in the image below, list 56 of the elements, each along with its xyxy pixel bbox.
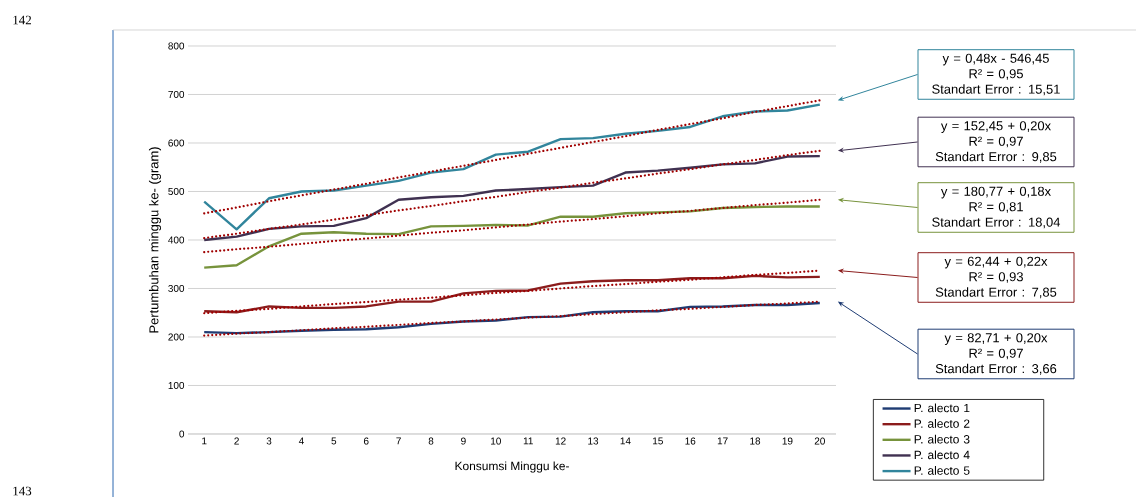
text: y = 62,44 + 0,22x — [944, 256, 1048, 269]
x-tick-label: 5 — [331, 437, 337, 445]
x-tick-label: 2 — [234, 437, 239, 445]
x-tick-label: 9 — [461, 437, 466, 445]
y-tick-label: 0 — [179, 430, 185, 438]
y-tick-label: 200 — [168, 333, 185, 341]
x-tick-label: 14 — [620, 437, 631, 445]
y-tick-label: 400 — [168, 236, 185, 244]
x-tick-label: 10 — [491, 437, 501, 445]
x-tick-label: 11 — [523, 437, 533, 445]
text: R² = 0,95 — [969, 69, 1023, 80]
line-series — [203, 99, 821, 215]
x-tick-label: 20 — [814, 437, 825, 445]
text: 143 — [13, 486, 32, 496]
text: Standart Error : 7,85 — [935, 287, 1057, 299]
x-tick-label: 7 — [396, 437, 401, 445]
x-axis-title: Konsumsi Minggu ke- — [455, 461, 569, 473]
y-tick-label: 300 — [168, 284, 185, 293]
x-tick-label: 8 — [428, 437, 434, 445]
legend-label: P. alecto 4 — [914, 450, 970, 460]
y-axis-title: Pertumbuhan minggu ke- (gram) — [148, 147, 162, 333]
x-tick-label: 15 — [653, 437, 663, 445]
text: Standart Error : 15,51 — [932, 84, 1060, 96]
legend-label: P. alecto 2 — [914, 419, 970, 428]
x-tick-label: 3 — [266, 437, 272, 445]
y-tick-label: 500 — [168, 187, 185, 196]
x-tick-label: 6 — [363, 437, 369, 445]
x-tick-label: 16 — [685, 437, 696, 445]
x-tick-label: 12 — [555, 437, 566, 445]
text: y = 180,77 + 0,18x — [940, 186, 1051, 199]
x-tick-label: 13 — [588, 437, 599, 445]
legend-label: P. alecto 5 — [914, 466, 970, 475]
x-tick-label: 19 — [782, 437, 793, 445]
text: R² = 0,97 — [969, 136, 1023, 148]
y-tick-label: 600 — [168, 139, 185, 147]
text: R² = 0,93 — [969, 272, 1023, 283]
legend-label: P. alecto 1 — [914, 403, 970, 413]
text: Standart Error : 9,85 — [935, 151, 1057, 163]
text: Standart Error : 3,66 — [935, 363, 1057, 375]
line-series — [203, 205, 822, 269]
text: y = 152,45 + 0,20x — [940, 121, 1051, 133]
y-tick-label: 700 — [168, 90, 185, 99]
text: y = 0,48x - 546,45 — [942, 53, 1049, 66]
text: R² = 0,81 — [969, 202, 1023, 213]
text: Standart Error : 18,04 — [932, 217, 1061, 229]
text: 142 — [13, 15, 32, 25]
y-tick-label: 800 — [168, 42, 185, 50]
x-tick-label: 17 — [717, 437, 728, 445]
x-tick-label: 18 — [750, 437, 761, 445]
x-tick-label: 4 — [298, 437, 304, 445]
y-tick-label: 100 — [168, 381, 185, 390]
text: y = 82,71 + 0,20x — [944, 333, 1048, 345]
x-tick-label: 1 — [202, 437, 207, 445]
line-series — [203, 103, 822, 231]
legend-label: P. alecto 3 — [914, 434, 970, 444]
text: R² = 0,97 — [969, 348, 1023, 360]
